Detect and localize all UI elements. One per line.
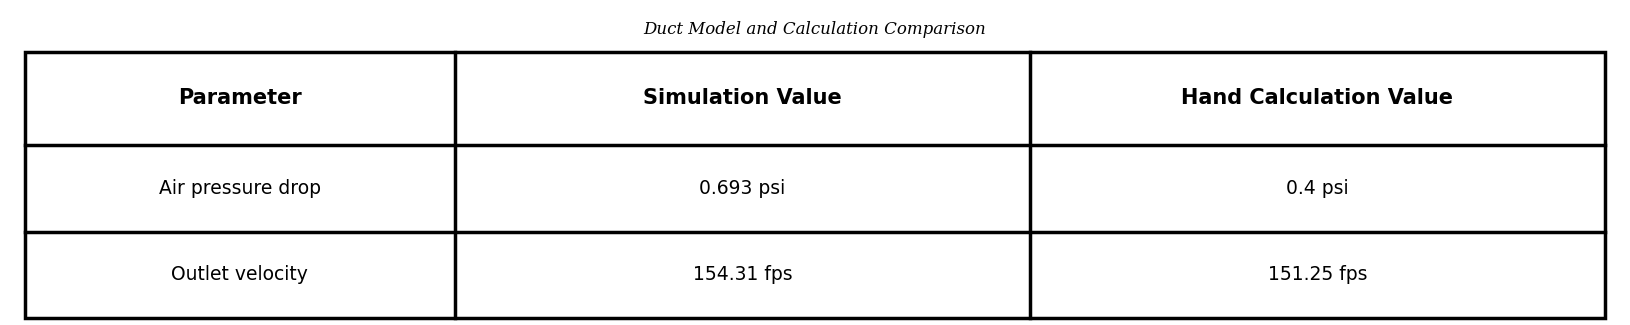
Text: 0.4 psi: 0.4 psi	[1286, 179, 1348, 198]
Text: 151.25 fps: 151.25 fps	[1268, 266, 1368, 284]
Text: 0.693 psi: 0.693 psi	[699, 179, 786, 198]
Text: Outlet velocity: Outlet velocity	[171, 266, 308, 284]
Bar	[24, 52, 1606, 318]
Text: Parameter: Parameter	[178, 88, 302, 109]
Text: Duct Model and Calculation Comparison: Duct Model and Calculation Comparison	[644, 21, 986, 38]
Text: Simulation Value: Simulation Value	[642, 88, 841, 109]
Text: Hand Calculation Value: Hand Calculation Value	[1182, 88, 1454, 109]
Text: 154.31 fps: 154.31 fps	[693, 266, 792, 284]
Text: Air pressure drop: Air pressure drop	[158, 179, 321, 198]
